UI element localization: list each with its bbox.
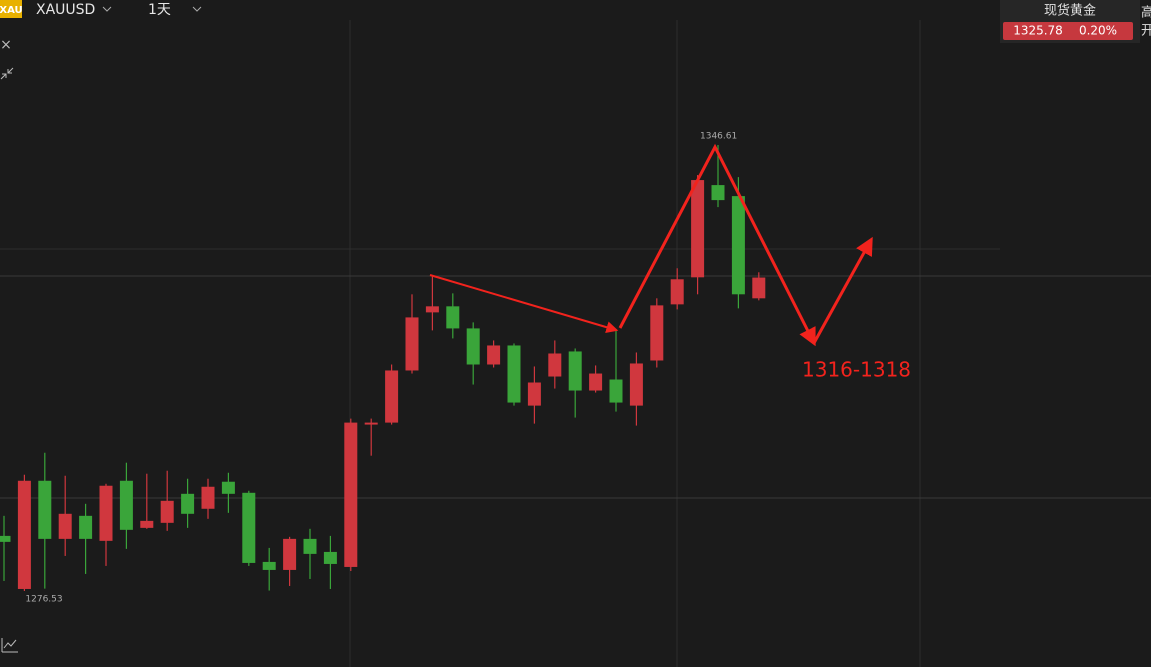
candle-body xyxy=(221,481,235,494)
arrow xyxy=(812,236,873,344)
candle-body xyxy=(507,345,521,403)
side-label: 高 xyxy=(1141,5,1151,21)
candle-body xyxy=(262,561,276,570)
indicator-icon[interactable] xyxy=(1,638,18,653)
candle-body xyxy=(364,422,378,425)
candle-body xyxy=(609,379,623,403)
candle-body xyxy=(527,382,541,406)
candle-body xyxy=(691,180,705,278)
toolbar xyxy=(0,0,1151,20)
candle-body xyxy=(446,306,460,329)
annotation: 1316-1318 xyxy=(802,358,911,382)
candle-body xyxy=(79,515,93,539)
candle-body xyxy=(242,492,256,563)
arrow xyxy=(618,143,816,347)
candle-body xyxy=(487,345,501,365)
low-label: 1276.53 xyxy=(25,595,62,605)
candle-body xyxy=(344,422,358,567)
candle-body xyxy=(58,513,72,539)
collapse-icon[interactable] xyxy=(0,67,14,80)
dropdown-icon[interactable] xyxy=(102,6,112,12)
logo: XAU xyxy=(0,5,23,16)
candle-body xyxy=(99,485,113,541)
quote-name: 现货黄金 xyxy=(1044,3,1096,19)
candle-body xyxy=(201,486,215,509)
close-icon[interactable]: × xyxy=(0,37,12,53)
candle-body xyxy=(405,317,419,371)
logo-bg xyxy=(0,0,22,18)
quote-change: 0.20% xyxy=(1079,24,1117,38)
candle-body xyxy=(425,306,439,313)
quote-pill xyxy=(1003,22,1133,40)
candle-body xyxy=(650,305,664,361)
candle-body xyxy=(160,500,174,523)
candle-body xyxy=(711,185,725,201)
high-label: 1346.61 xyxy=(700,132,737,142)
symbol[interactable]: XAUUSD xyxy=(36,2,95,18)
candle-body xyxy=(629,363,643,406)
candle-body xyxy=(670,279,684,305)
candle-body xyxy=(38,480,52,539)
candle-body xyxy=(303,538,317,554)
candle-body xyxy=(752,277,766,299)
candle-body xyxy=(119,480,133,530)
side-label: 开 xyxy=(1141,24,1151,39)
candle-body xyxy=(323,551,337,564)
candle-body xyxy=(548,353,562,377)
candle-body xyxy=(181,493,195,514)
quote-price: 1325.78 xyxy=(1013,24,1063,38)
candle-body xyxy=(17,480,31,589)
candle-body xyxy=(731,196,745,295)
candle-body xyxy=(589,373,603,391)
candle-body xyxy=(283,538,297,570)
candle-body xyxy=(385,370,399,423)
arrow xyxy=(429,274,619,334)
candle-body xyxy=(568,351,582,391)
candle-body xyxy=(0,535,11,542)
dropdown-icon[interactable] xyxy=(192,6,202,12)
candle-body xyxy=(466,328,480,365)
candle-body xyxy=(140,520,154,528)
period[interactable]: 1天 xyxy=(148,2,171,18)
candles: 1346.61 1276.53 xyxy=(0,132,766,605)
drawn-arrows xyxy=(429,143,873,347)
